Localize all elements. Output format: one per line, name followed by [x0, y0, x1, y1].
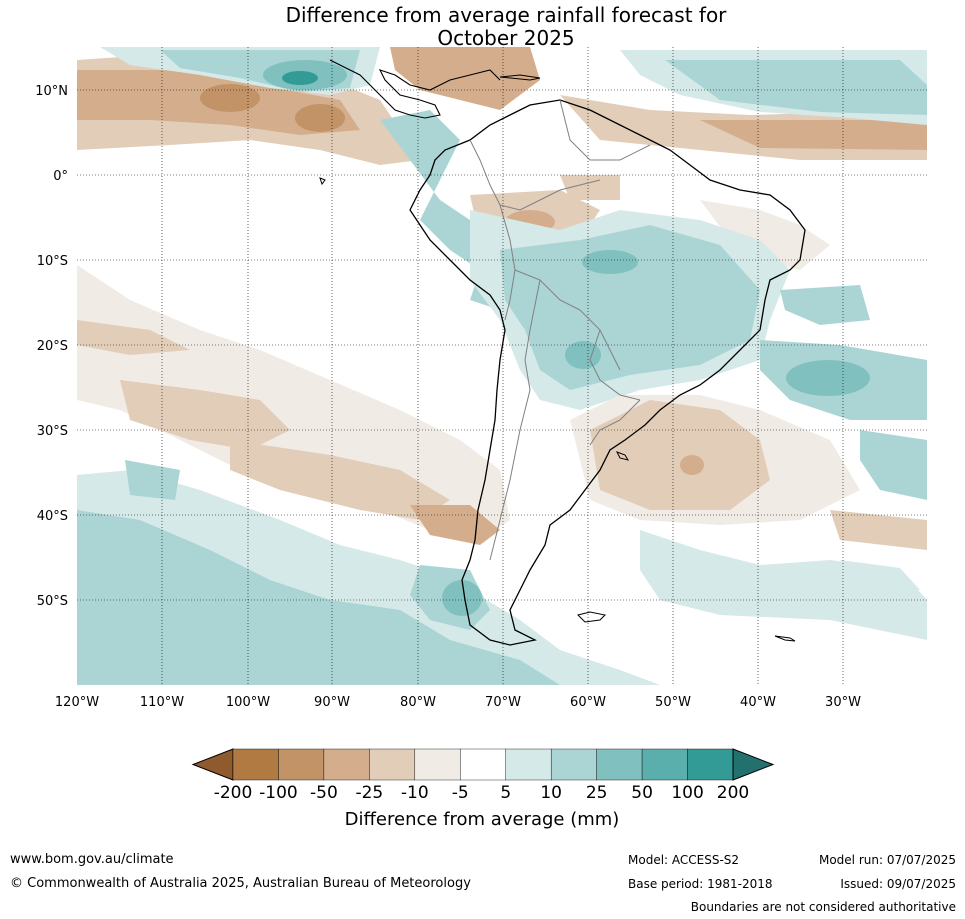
latitude-label: 0° — [53, 169, 68, 184]
longitude-label: 90°W — [314, 695, 350, 710]
longitude-label: 80°W — [400, 695, 436, 710]
colorbar: -200 -100 -50 -25 -10 -5 5 10 25 50 100 200 — [191, 748, 775, 803]
colorbar-tick-label: -50 — [310, 783, 338, 803]
footer-issued: Issued: 09/07/2025 — [840, 877, 956, 891]
latitude-label: 10°N — [35, 84, 68, 99]
longitude-label: 40°W — [740, 695, 776, 710]
colorbar-bin — [278, 748, 325, 781]
latitude-label: 10°S — [37, 254, 68, 269]
dry-anomaly-core — [680, 455, 704, 475]
wet-anomaly-region — [500, 225, 760, 390]
colorbar-bin — [550, 748, 597, 781]
wet-anomaly-region — [640, 530, 927, 640]
wet-anomaly-region — [77, 510, 560, 685]
colorbar-bin — [687, 748, 734, 781]
chart-title: Difference from average rainfall forecas… — [0, 4, 965, 50]
wet-anomaly-region — [125, 460, 180, 500]
footer-disclaimer: Boundaries are not considered authoritat… — [690, 900, 956, 914]
latitude-label: 40°S — [37, 509, 68, 524]
wet-anomaly-region — [780, 285, 870, 325]
colorbar-tick-label: 200 — [717, 783, 749, 803]
wet-anomaly-region — [665, 60, 927, 115]
footer-website[interactable]: www.bom.gov.au/climate — [10, 852, 174, 867]
colorbar-extend-low — [191, 748, 234, 781]
wet-anomaly-core — [565, 341, 601, 369]
latitude-label: 20°S — [37, 339, 68, 354]
longitude-label: 70°W — [485, 695, 521, 710]
country-borders — [469, 99, 651, 561]
wet-anomaly-core — [582, 250, 638, 274]
dry-anomaly-region — [230, 440, 450, 520]
colorbar-tick-label: -200 — [214, 783, 253, 803]
longitude-label: 30°W — [825, 695, 861, 710]
colorbar-tick-label: -5 — [452, 783, 469, 803]
latitude-label: 30°S — [37, 424, 68, 439]
dry-anomaly-region — [77, 320, 190, 355]
latitude-label: 50°S — [37, 594, 68, 609]
footer-base-period: Base period: 1981-2018 — [628, 877, 773, 891]
footer-copyright: © Commonwealth of Australia 2025, Austra… — [10, 876, 471, 891]
colorbar-tick-label: 10 — [540, 783, 562, 803]
rainfall-anomaly-fields — [77, 47, 927, 685]
title-line-2: October 2025 — [437, 26, 575, 50]
dry-anomaly-core — [200, 84, 260, 112]
longitude-label: 110°W — [140, 695, 184, 710]
dry-anomaly-region — [590, 400, 770, 510]
colorbar-bin — [369, 748, 416, 781]
dry-anomaly-region — [560, 175, 620, 200]
colorbar-tick-label: 5 — [500, 783, 511, 803]
dry-anomaly-region — [120, 380, 290, 450]
colorbar-extend-high — [732, 748, 775, 781]
colorbar-title: Difference from average (mm) — [345, 809, 620, 830]
longitude-labels: 120°W 110°W 100°W 90°W 80°W 70°W 60°W 50°W 40°W 3… — [55, 695, 861, 710]
wet-anomaly-core — [442, 580, 482, 616]
graticule — [77, 47, 927, 685]
longitude-label: 60°W — [570, 695, 606, 710]
colorbar-bin — [232, 748, 279, 781]
lagoon-lake — [615, 451, 630, 461]
longitude-label: 50°W — [655, 695, 691, 710]
dry-anomaly-core — [295, 104, 345, 132]
colorbar-tick-label: 100 — [671, 783, 703, 803]
longitude-label: 100°W — [226, 695, 270, 710]
colorbar-bin — [414, 748, 461, 781]
colorbar-tick-label: -10 — [401, 783, 429, 803]
title-line-1: Difference from average rainfall forecas… — [285, 3, 727, 27]
dry-anomaly-region — [700, 120, 927, 150]
colorbar-tick-label: 25 — [586, 783, 608, 803]
caribbean-islands — [499, 74, 541, 81]
wet-anomaly-core — [786, 360, 870, 396]
colorbar-tick-label: 50 — [631, 783, 653, 803]
wet-anomaly-region — [860, 430, 927, 500]
footer-model-run: Model run: 07/07/2025 — [818, 853, 956, 867]
footer-model: Model: ACCESS-S2 — [628, 853, 740, 867]
dry-anomaly-region — [700, 200, 830, 270]
colorbar-bin — [505, 748, 552, 781]
wet-anomaly-region — [840, 560, 920, 590]
south-america-coastline — [409, 99, 806, 646]
longitude-label: 120°W — [55, 695, 99, 710]
colorbar-bin — [596, 748, 643, 781]
central-america-coastline — [329, 59, 501, 119]
south-georgia — [774, 635, 796, 642]
colorbar-tick-label: -25 — [355, 783, 383, 803]
colorbar-bin — [460, 748, 506, 781]
colorbar-bin — [323, 748, 370, 781]
galapagos — [319, 177, 326, 186]
falkland-islands — [577, 611, 607, 623]
colorbar-bin — [641, 748, 688, 781]
dry-anomaly-region — [390, 47, 540, 110]
latitude-labels: 10°N 0° 10°S 20°S 30°S 40°S 50°S — [35, 84, 68, 609]
colorbar-tick-label: -100 — [259, 783, 298, 803]
dry-anomaly-region — [830, 510, 927, 550]
wet-anomaly-core — [282, 71, 318, 85]
